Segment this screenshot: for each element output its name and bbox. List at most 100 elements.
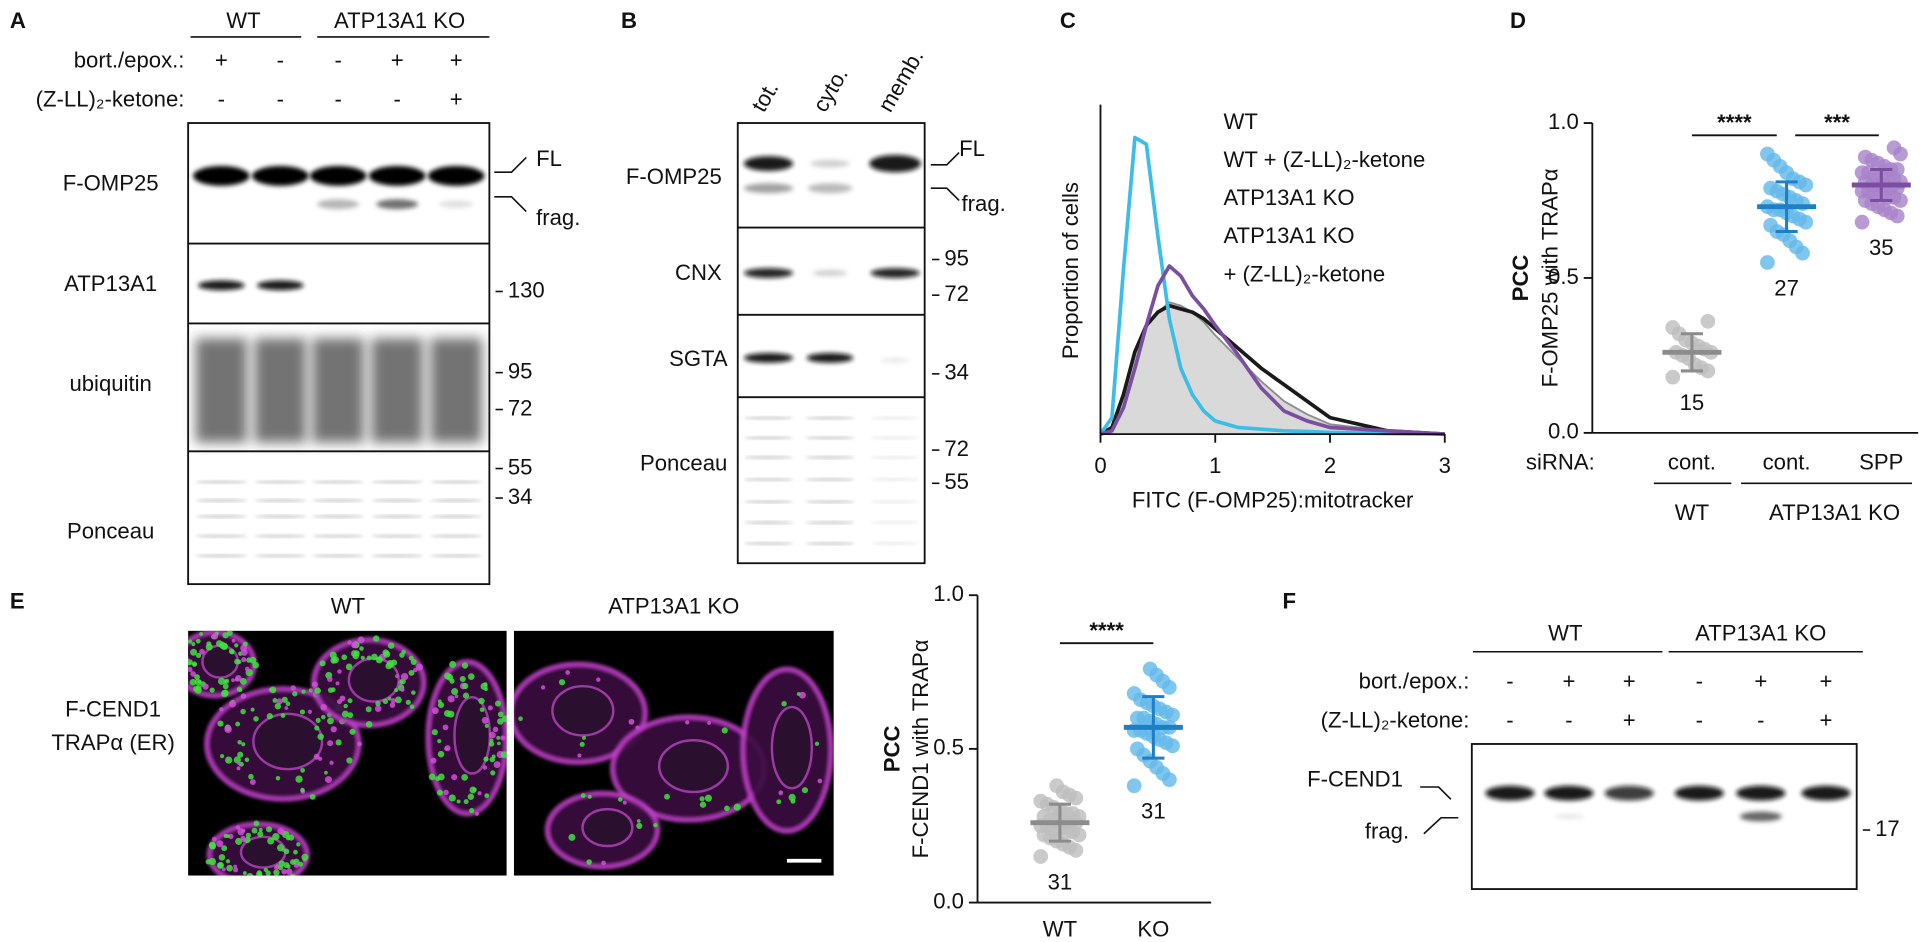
mito bbox=[430, 757, 437, 764]
mito bbox=[335, 739, 342, 746]
mito bbox=[252, 661, 260, 669]
significance-label: **** bbox=[1089, 618, 1124, 643]
band bbox=[1485, 785, 1535, 801]
mito bbox=[580, 793, 586, 798]
band bbox=[427, 166, 485, 186]
mito bbox=[451, 688, 459, 696]
mito bbox=[286, 868, 293, 875]
group-label: ATP13A1 KO bbox=[334, 8, 465, 33]
mito bbox=[273, 865, 280, 871]
mito bbox=[790, 798, 796, 804]
mito bbox=[497, 711, 504, 718]
legend-label: WT + (Z-LL)₂-ketone bbox=[1223, 147, 1425, 172]
band bbox=[805, 455, 855, 460]
x-tick-label: 2 bbox=[1324, 453, 1336, 478]
mito bbox=[249, 878, 254, 883]
mito bbox=[497, 741, 501, 746]
band bbox=[376, 199, 419, 210]
mito bbox=[234, 677, 239, 682]
smear bbox=[312, 338, 364, 443]
dot bbox=[1126, 778, 1142, 794]
band bbox=[195, 534, 248, 539]
group-label: WT bbox=[1548, 620, 1582, 645]
mito bbox=[411, 690, 416, 695]
band bbox=[743, 541, 794, 546]
mito bbox=[622, 800, 627, 805]
band bbox=[870, 520, 920, 525]
band bbox=[430, 534, 482, 539]
band-bracket bbox=[1423, 816, 1459, 835]
x-tick-label: SPP bbox=[1859, 449, 1903, 474]
band bbox=[254, 480, 307, 484]
condition-sign: - bbox=[1506, 708, 1513, 733]
mito bbox=[237, 740, 242, 745]
x-tick-label: WT bbox=[1043, 917, 1077, 942]
significance-label: **** bbox=[1717, 110, 1752, 135]
mito bbox=[266, 713, 273, 720]
mito bbox=[177, 662, 181, 666]
mito bbox=[239, 678, 247, 685]
panel-label: C bbox=[1060, 8, 1076, 33]
mito bbox=[202, 683, 209, 690]
band bbox=[312, 514, 364, 519]
mito bbox=[408, 669, 415, 676]
band bbox=[197, 280, 245, 291]
condition-sign: + bbox=[391, 47, 404, 72]
mito bbox=[195, 652, 202, 659]
mito bbox=[307, 709, 313, 714]
mito bbox=[351, 642, 357, 647]
mito bbox=[518, 716, 523, 722]
condition-label: bort./epox.: bbox=[1359, 668, 1470, 693]
mito bbox=[540, 685, 546, 690]
mito bbox=[437, 701, 445, 709]
cells-ko bbox=[513, 661, 834, 870]
mito bbox=[280, 713, 286, 718]
dot bbox=[1126, 686, 1142, 701]
condition-sign: - bbox=[334, 87, 341, 112]
mito bbox=[390, 698, 396, 704]
mito bbox=[469, 807, 475, 814]
smear bbox=[254, 338, 307, 443]
panel-label: F bbox=[1282, 588, 1296, 613]
band bbox=[256, 280, 304, 291]
n-label: 15 bbox=[1680, 390, 1705, 415]
band bbox=[743, 499, 794, 504]
band bbox=[1736, 785, 1786, 801]
nucleus bbox=[453, 696, 492, 775]
condition-sign: - bbox=[334, 47, 341, 72]
line bbox=[1099, 264, 1445, 436]
mito bbox=[461, 662, 469, 669]
mito bbox=[817, 778, 823, 784]
band-bracket bbox=[494, 196, 527, 213]
band bbox=[870, 455, 920, 460]
mito bbox=[477, 791, 482, 796]
dot bbox=[1049, 778, 1065, 794]
mito bbox=[321, 714, 326, 720]
mito bbox=[317, 733, 324, 740]
mito bbox=[176, 648, 180, 652]
mito bbox=[283, 848, 290, 855]
band bbox=[1604, 785, 1654, 801]
mito bbox=[241, 742, 246, 747]
x-tick-label: cont. bbox=[1763, 449, 1811, 474]
mito bbox=[258, 827, 263, 832]
marker-label: 34 bbox=[508, 484, 533, 509]
stain-label: TRAPα (ER) bbox=[51, 730, 174, 755]
mito bbox=[400, 673, 409, 681]
mito bbox=[234, 658, 241, 665]
band bbox=[1739, 811, 1782, 822]
mito bbox=[456, 799, 461, 804]
mito bbox=[401, 649, 406, 655]
mito bbox=[195, 684, 202, 691]
band bbox=[805, 477, 855, 482]
group-label: ATP13A1 KO bbox=[1695, 620, 1826, 645]
condition-sign: + bbox=[1623, 668, 1636, 693]
y-tick-label: 0.0 bbox=[1548, 419, 1579, 444]
mito bbox=[467, 793, 475, 800]
band bbox=[810, 159, 850, 168]
mito bbox=[442, 724, 449, 731]
mito bbox=[330, 726, 337, 733]
mito bbox=[488, 741, 495, 747]
row-label: CNX bbox=[675, 260, 722, 285]
